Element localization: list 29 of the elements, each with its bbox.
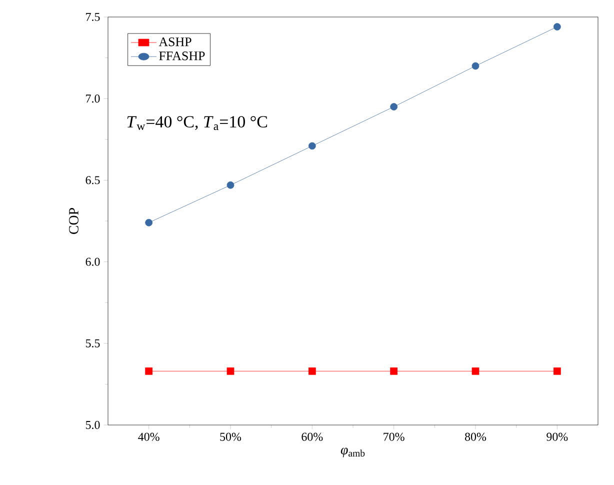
point — [472, 62, 480, 70]
x-tick-label: 60% — [302, 432, 323, 441]
y-tick-label: 7.5 — [86, 13, 100, 21]
y-tick-label: 5.5 — [86, 339, 100, 348]
x-tick-label: 90% — [546, 432, 568, 441]
point — [472, 367, 480, 375]
legend-label: FFASHP — [159, 52, 205, 60]
x-tick-label: 40% — [138, 432, 160, 441]
y-tick-label: 5.0 — [86, 420, 100, 430]
point — [226, 367, 234, 375]
x-tick-label: 50% — [220, 432, 242, 441]
legend-label: ASHP — [158, 37, 192, 46]
point — [390, 367, 398, 375]
y-axis-title: COP — [69, 208, 78, 234]
point — [226, 181, 234, 189]
point — [145, 218, 153, 226]
point — [145, 367, 153, 375]
point — [553, 367, 561, 375]
annotation: T$_{w}$=40 °C, T$_{a}$=10 °C — [127, 116, 267, 130]
y-tick-label: 6.5 — [86, 176, 100, 184]
x-tick-label: 70% — [384, 432, 404, 441]
x-tick-label: 80% — [464, 432, 486, 441]
point — [553, 23, 561, 30]
point — [308, 142, 316, 150]
point — [308, 367, 316, 375]
y-tick-label: 6.0 — [86, 258, 100, 266]
x-axis-title: φ$_{amb}$ — [340, 448, 365, 458]
point — [390, 103, 398, 110]
y-tick-label: 7.0 — [86, 94, 100, 103]
